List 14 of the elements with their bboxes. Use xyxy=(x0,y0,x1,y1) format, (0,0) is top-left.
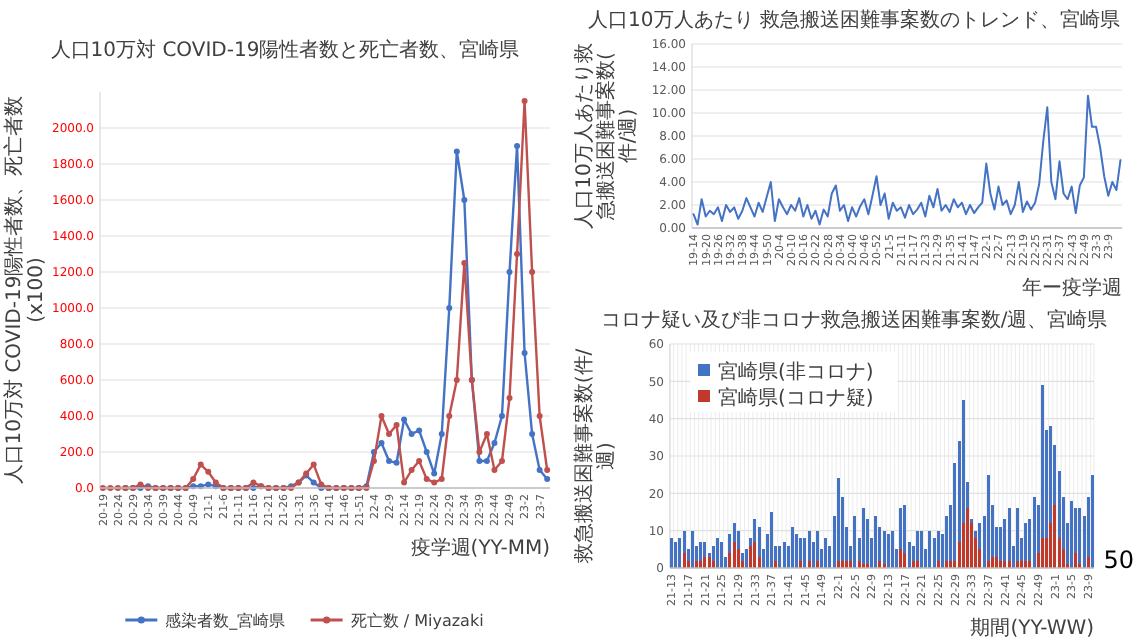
chart-title: 人口10万対 COVID-19陽性者数と死亡者数、宮崎県 xyxy=(50,38,520,62)
x-axis-title: 年ー疫学週 xyxy=(1022,276,1122,300)
x-axis-title: 疫学週(YY-MM) xyxy=(410,536,551,560)
legend-label: 宮崎県(コロナ疑) xyxy=(718,386,874,410)
x-axis-title: 期間(YY-WW) xyxy=(970,616,1095,640)
chart-title: 人口10万人あたり 救急搬送困難事案数のトレンド、宮崎県 xyxy=(588,8,1120,32)
y-axis-title: 救急搬送困難事案数(件/週) xyxy=(572,347,618,566)
legend-label: 宮崎県(非コロナ) xyxy=(718,360,874,384)
legend-label: 感染者数_宮崎県 xyxy=(165,612,286,630)
y-axis-title: 人口10万人あたり救急搬送困難事案数(件/週) xyxy=(572,43,640,229)
y-axis-title: 人口10万対 COVID-19陽性者数、死亡者数(x100) xyxy=(2,95,48,485)
text: 50 xyxy=(1103,546,1134,574)
legend-label: 死亡数 / Miyazaki xyxy=(350,612,484,630)
chart-title: コロナ疑い及び非コロナ救急搬送困難事案数/週、宮崎県 xyxy=(600,308,1108,332)
